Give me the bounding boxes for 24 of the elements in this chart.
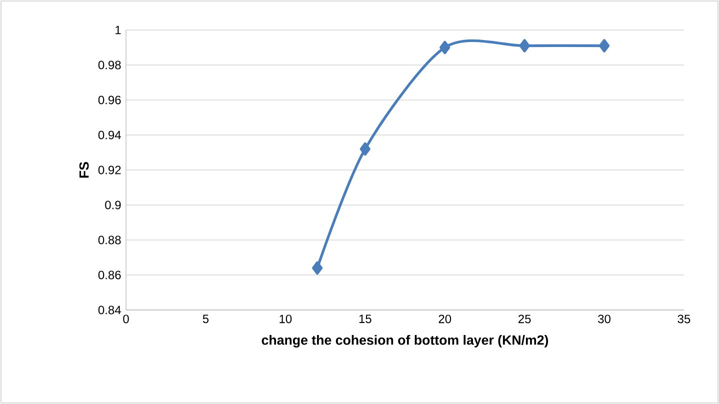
point xyxy=(440,40,450,54)
y-tick-label: 0.96 xyxy=(98,96,121,104)
x-tick-label: 30 xyxy=(598,314,610,324)
x-tick-label: 15 xyxy=(359,314,372,324)
y-tick-label: 0.94 xyxy=(98,130,121,140)
x-tick-label: 5 xyxy=(202,314,209,324)
point xyxy=(360,142,370,156)
x-tick-label: 35 xyxy=(678,314,690,324)
y-axis-title: FS xyxy=(79,162,89,178)
y-tick-label: 0.86 xyxy=(98,270,121,280)
point xyxy=(598,39,610,52)
y-tick-label: 0.92 xyxy=(98,166,121,174)
x-tick-label: 20 xyxy=(438,314,452,324)
point xyxy=(312,261,323,275)
y-tick-label: 0.84 xyxy=(98,306,121,314)
y-tick-label: 0.98 xyxy=(98,60,121,70)
y-tick-label: 0.88 xyxy=(98,236,121,244)
point xyxy=(519,39,530,52)
x-tick-label: 10 xyxy=(280,314,292,324)
x-tick-label: 0 xyxy=(123,314,129,324)
y-tick-label: 1 xyxy=(116,26,121,34)
x-axis-title: change the cohesion of bottom layer (KN/m2) xyxy=(262,335,548,348)
y-tick-label: 0.9 xyxy=(105,200,121,210)
x-tick-label: 25 xyxy=(518,314,531,324)
